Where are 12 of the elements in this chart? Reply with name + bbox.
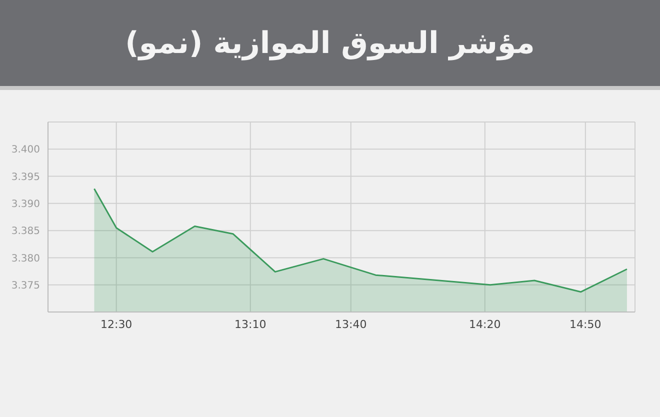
x-tick-label: 14:50 xyxy=(570,318,602,331)
x-tick-label: 13:40 xyxy=(335,318,367,331)
y-tick-label: 3.395 xyxy=(11,172,40,183)
y-tick-label: 3.390 xyxy=(11,198,40,210)
x-tick-label: 14:20 xyxy=(469,318,501,331)
y-tick-label: 3.385 xyxy=(11,226,40,238)
y-tick-label: 3.375 xyxy=(11,280,40,292)
x-tick-label: 13:10 xyxy=(234,318,266,331)
chart-title: مؤشر السوق الموازية (نمو) xyxy=(125,26,535,60)
x-tick-label: 12:30 xyxy=(100,318,132,331)
y-tick-label: 3.380 xyxy=(11,253,40,264)
y-tick-label: 3.400 xyxy=(11,144,40,156)
